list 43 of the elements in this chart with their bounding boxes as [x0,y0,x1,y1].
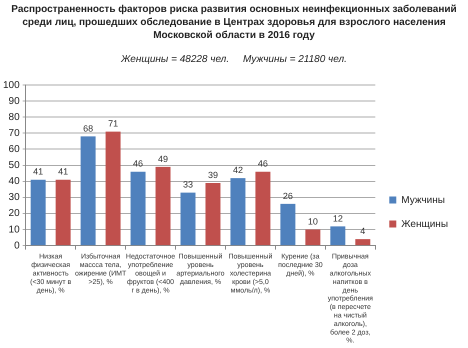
bar [56,180,71,246]
y-tick-label: 70 [8,128,20,139]
legend-label: Мужчины [401,194,445,206]
bar [255,172,270,246]
data-label: 10 [308,216,318,227]
chart-title: Распространенность факторов риска развития основных неинфекционных заболеваний среди лиц, прошедших обследование в Центрах здоровья для взрослого населения Московской области в 2016 году [10,3,458,42]
y-tick-label: 30 [8,192,20,204]
y-tick-label: 80 [8,112,20,123]
data-label: 46 [258,158,268,169]
data-label: 4 [360,226,366,236]
data-label: 71 [108,118,118,129]
y-tick-label: 50 [8,160,20,172]
y-tick-label: 40 [8,176,20,188]
bar [280,204,296,246]
y-tick-label: 90 [8,96,20,107]
data-label: 42 [232,165,243,176]
legend-label: Женщины [401,218,448,230]
data-label: 39 [208,170,218,180]
y-tick-label: 20 [8,208,20,220]
data-label: 12 [332,213,343,224]
bar [330,226,346,246]
data-label: 33 [182,180,194,190]
bar [355,239,370,246]
bar [180,192,196,246]
y-tick-label: 100 [2,80,20,91]
data-label: 41 [58,166,68,177]
bar [106,132,121,246]
bar [156,166,171,246]
bar [80,136,96,246]
bar [130,172,146,246]
y-tick-label: 10 [8,224,20,236]
data-label: 46 [133,158,144,169]
chart-subtitle: Женщины = 48228 чел. Мужчины = 21180 чел. [120,54,348,65]
y-tick-label: 60 [8,144,20,155]
data-label: 26 [282,190,293,201]
data-label: 41 [33,166,44,177]
data-label: 68 [83,123,94,134]
bar [230,178,246,246]
bar [305,230,320,246]
bar [30,180,46,246]
bar [205,182,220,246]
data-label: 49 [158,154,168,164]
y-tick-label: 0 [14,240,20,252]
